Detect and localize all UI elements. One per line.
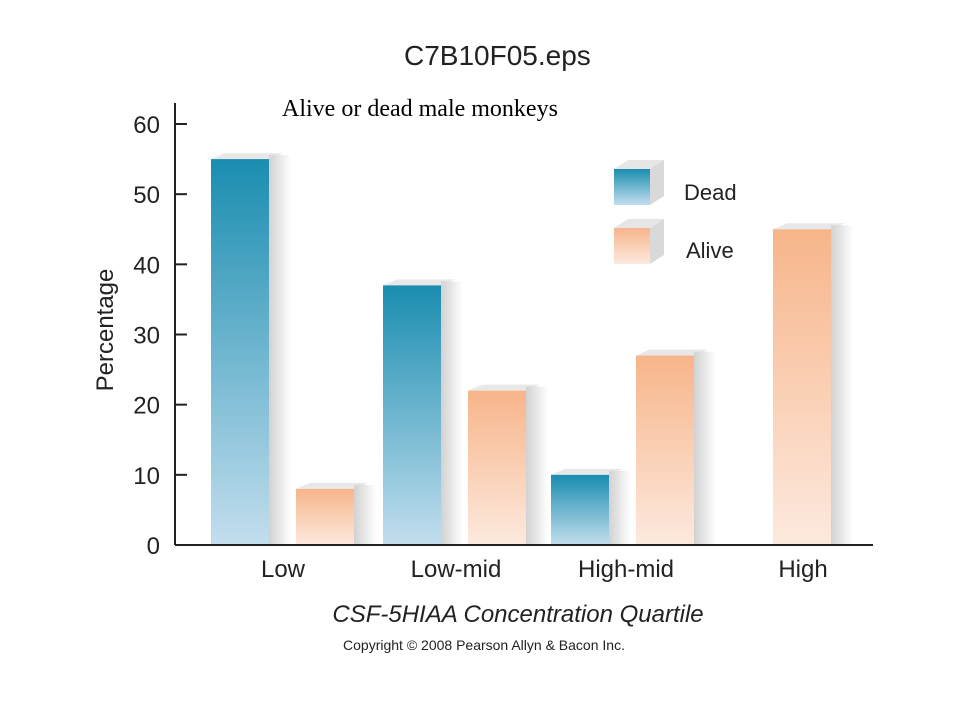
bar-shadow-alive (526, 386, 548, 545)
copyright: Copyright © 2008 Pearson Allyn & Bacon I… (343, 637, 625, 653)
y-tick-label: 50 (133, 182, 160, 209)
legend-label-dead: Dead (684, 180, 737, 205)
bar-alive (468, 390, 526, 545)
legend-swatch-alive (614, 228, 650, 264)
bar-top-alive (468, 384, 540, 391)
y-tick-label: 30 (133, 323, 160, 350)
legend-swatch-dead-shadow (650, 160, 664, 205)
legend-swatch-dead (614, 169, 650, 205)
bar-shadow-alive (354, 484, 376, 545)
bar-alive (773, 229, 831, 545)
x-tick-label: High (778, 556, 827, 583)
bar-shadow-dead (441, 281, 463, 545)
bar-dead (383, 285, 441, 545)
legend-swatch-alive-top (614, 219, 664, 228)
bar-shadow-alive (831, 225, 853, 545)
bar-alive (636, 355, 694, 545)
bar-top-dead (551, 468, 623, 475)
chart-subtitle: Alive or dead male monkeys (282, 96, 558, 122)
bar-shadow-alive (694, 351, 716, 545)
file-label: C7B10F05.eps (404, 40, 591, 71)
legend: Dead Alive (614, 160, 737, 264)
y-axis-ticks: 0 10 20 30 40 50 60 (133, 112, 187, 560)
bar-shadow-dead (609, 470, 631, 545)
bar-dead (211, 159, 269, 546)
bar-shadow-dead (269, 155, 291, 546)
y-tick-label: 60 (133, 112, 160, 139)
legend-swatch-dead-top (614, 160, 664, 169)
bar-dead (551, 474, 609, 545)
x-axis-tick-labels: Low Low-mid High-mid High (261, 556, 828, 583)
bar-top-dead (383, 279, 455, 286)
y-tick-label: 0 (147, 533, 160, 560)
bar-alive (296, 488, 354, 545)
y-tick-label: 40 (133, 252, 160, 279)
legend-swatch-alive-shadow (650, 219, 664, 264)
x-axis-label: CSF-5HIAA Concentration Quartile (332, 601, 703, 628)
y-tick-label: 20 (133, 393, 160, 420)
bar-top-alive (296, 482, 368, 489)
bar-top-alive (636, 349, 708, 356)
bars (211, 153, 853, 546)
y-axis-label: Percentage (92, 269, 119, 392)
legend-label-alive: Alive (686, 238, 734, 263)
x-tick-label: Low-mid (411, 556, 502, 583)
x-tick-label: Low (261, 556, 306, 583)
x-tick-label: High-mid (578, 556, 674, 583)
y-tick-label: 10 (133, 463, 160, 490)
bar-top-alive (773, 223, 845, 230)
bar-top-dead (211, 153, 283, 160)
